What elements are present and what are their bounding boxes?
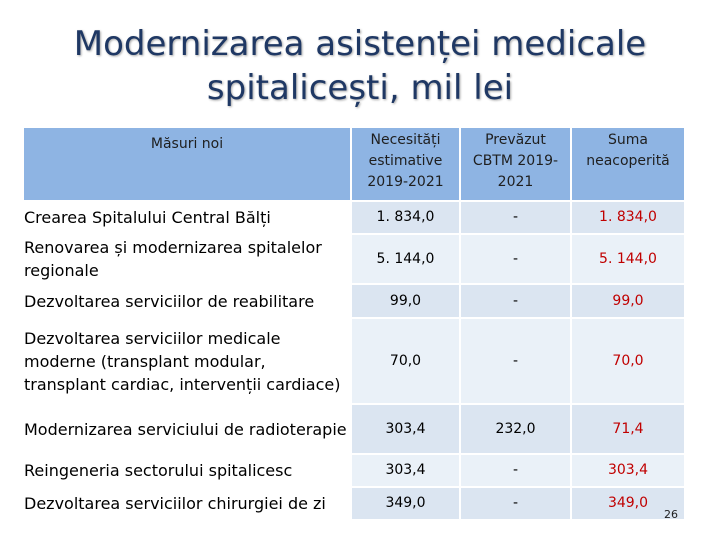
slide-title-line-1: Modernizarea asistenței medicale [73,24,647,64]
measure-cell: Crearea Spitalului Central Bălți [24,200,350,233]
header-estimated: Necesități estimative 2019-2021 [350,128,459,200]
measure-cell: Dezvoltarea serviciilor medicale moderne… [24,317,350,403]
header-uncovered: Suma neacoperită [570,128,684,200]
table-row: Dezvoltarea serviciilor medicale moderne… [24,317,684,403]
estimated-cell: 5. 144,0 [350,233,459,283]
measure-cell: Modernizarea serviciului de radioterapie [24,403,350,453]
table-row: Reingeneria sectorului spitalicesc 303,4… [24,453,684,486]
slide-title: Modernizarea asistenței medicale spitali… [0,22,720,110]
estimated-cell: 303,4 [350,403,459,453]
estimated-cell: 1. 834,0 [350,200,459,233]
estimated-cell: 70,0 [350,317,459,403]
uncovered-cell: 99,0 [570,283,684,317]
measures-table: Măsuri noi Necesități estimative 2019-20… [24,128,684,519]
page-number: 26 [664,508,678,521]
uncovered-cell: 349,0 [570,486,684,519]
table-row: Dezvoltarea serviciilor de reabilitare 9… [24,283,684,317]
table-row: Dezvoltarea serviciilor chirurgiei de zi… [24,486,684,519]
uncovered-cell: 70,0 [570,317,684,403]
planned-cell: 232,0 [459,403,570,453]
table-row: Crearea Spitalului Central Bălți 1. 834,… [24,200,684,233]
measure-cell: Dezvoltarea serviciilor de reabilitare [24,283,350,317]
uncovered-cell: 303,4 [570,453,684,486]
planned-cell: - [459,200,570,233]
uncovered-cell: 71,4 [570,403,684,453]
measure-cell: Reingeneria sectorului spitalicesc [24,453,350,486]
estimated-cell: 99,0 [350,283,459,317]
estimated-cell: 303,4 [350,453,459,486]
uncovered-cell: 1. 834,0 [570,200,684,233]
planned-cell: - [459,317,570,403]
planned-cell: - [459,453,570,486]
table-header-row: Măsuri noi Necesități estimative 2019-20… [24,128,684,200]
table-row: Renovarea și modernizarea spitalelor reg… [24,233,684,283]
header-planned: Prevăzut CBTM 2019-2021 [459,128,570,200]
uncovered-cell: 5. 144,0 [570,233,684,283]
measure-cell: Renovarea și modernizarea spitalelor reg… [24,233,350,283]
measure-cell: Dezvoltarea serviciilor chirurgiei de zi [24,486,350,519]
slide-title-line-2: spitalicești, mil lei [206,68,514,108]
header-measures: Măsuri noi [24,128,350,200]
planned-cell: - [459,486,570,519]
planned-cell: - [459,233,570,283]
estimated-cell: 349,0 [350,486,459,519]
table-row: Modernizarea serviciului de radioterapie… [24,403,684,453]
planned-cell: - [459,283,570,317]
